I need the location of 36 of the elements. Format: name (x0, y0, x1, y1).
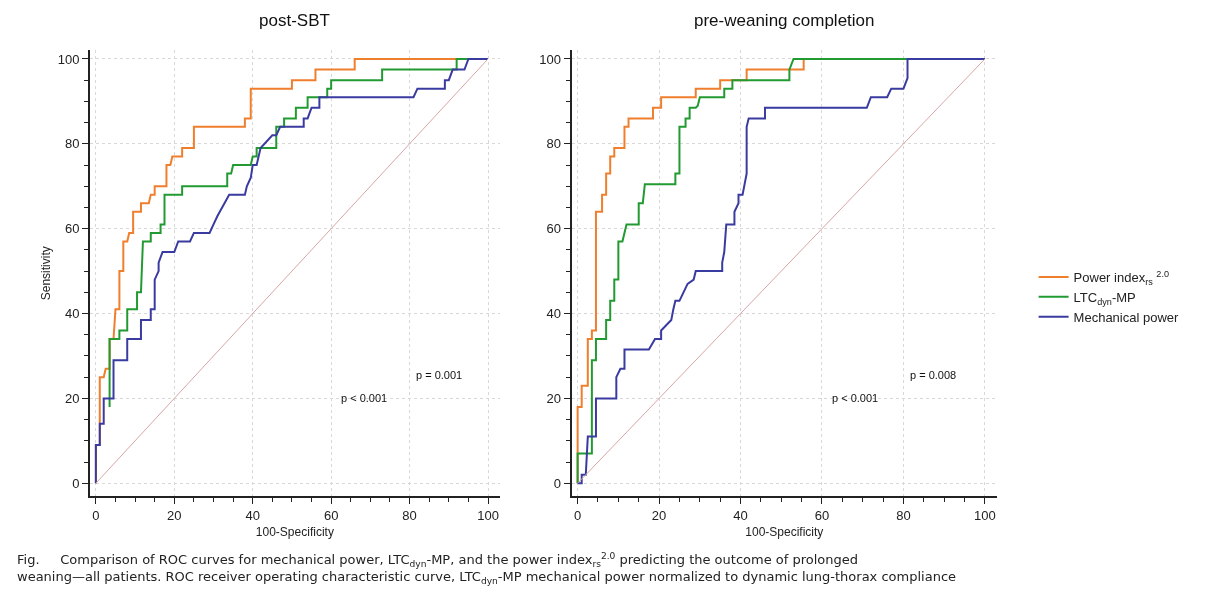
x-tick-label: 80 (402, 507, 417, 523)
x-tick-label: 40 (733, 507, 748, 523)
y-tick-label: 0 (72, 475, 80, 491)
y-tick-label: 20 (546, 390, 561, 406)
annotation: p = 0.008 (910, 369, 957, 381)
x-tick-label: 100 (477, 507, 499, 523)
y-tick-label: 100 (57, 51, 80, 67)
y-tick-label: 60 (64, 221, 80, 237)
y-tick-label: 40 (64, 306, 80, 322)
y-tick-label: 100 (539, 51, 561, 67)
chart-title: pre-weaning completion (694, 11, 875, 30)
annotation: p = 0.001 (416, 369, 463, 381)
annotation: p < 0.001 (832, 392, 879, 404)
y-tick-label: 20 (64, 390, 80, 406)
x-tick-label: 60 (814, 507, 830, 523)
y-tick-label: 60 (546, 221, 561, 237)
legend-label: Mechanical power (1073, 309, 1180, 325)
text: Fig. Comparison of ROC curves for mechanical power, LTC$_{dyn}$-MP, and the power index$_{rs}$$^{2.0}$ predicting the outcome of prolonged weaning—all patients. ROC receiver operating characteristic curve, LTC$_{dyn}$-MP mechanical power normalized to dynamic lung-thorax compliance (17, 551, 957, 587)
x-tick-label: 0 (574, 507, 582, 523)
y-tick-label: 40 (546, 306, 561, 322)
x-tick-label: 20 (167, 507, 182, 523)
x-tick-label: 100 (974, 507, 996, 523)
x-axis-title: 100-Specificity (255, 524, 334, 539)
x-tick-label: 0 (92, 507, 100, 523)
chart-title: post-SBT (259, 11, 330, 30)
y-axis-title: Sensitivity (39, 246, 54, 301)
legend-label: LTC$_{dyn}$-MP (1073, 289, 1136, 307)
x-tick-label: 60 (323, 507, 339, 523)
y-tick-label: 80 (64, 136, 80, 152)
x-axis-title: 100-Specificity (745, 524, 824, 539)
x-tick-label: 40 (245, 507, 260, 523)
y-tick-label: 80 (546, 136, 561, 152)
x-tick-label: 80 (896, 507, 911, 523)
x-tick-label: 20 (651, 507, 667, 523)
y-tick-label: 0 (553, 475, 561, 491)
annotation: p < 0.001 (341, 392, 388, 404)
